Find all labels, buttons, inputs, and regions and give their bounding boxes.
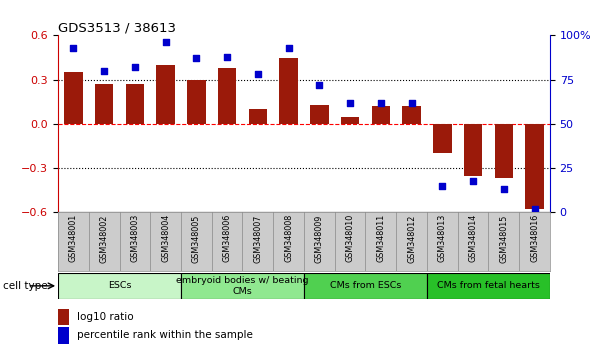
Bar: [126, 84, 144, 124]
Point: [376, 100, 386, 105]
Text: GSM348003: GSM348003: [130, 214, 139, 262]
Text: GDS3513 / 38613: GDS3513 / 38613: [58, 21, 176, 34]
Text: CMs from ESCs: CMs from ESCs: [330, 281, 401, 290]
Bar: [433, 124, 452, 153]
Text: GSM348011: GSM348011: [376, 214, 386, 262]
Text: GSM348015: GSM348015: [499, 214, 508, 263]
Text: GSM348004: GSM348004: [161, 214, 170, 262]
Bar: [341, 116, 359, 124]
Text: GSM348007: GSM348007: [254, 214, 262, 263]
Point: [499, 187, 509, 192]
Point: [468, 178, 478, 183]
Point: [253, 72, 263, 77]
Bar: [402, 106, 421, 124]
Bar: [58, 309, 69, 325]
Bar: [64, 72, 82, 124]
Text: cell type: cell type: [3, 281, 48, 291]
Text: GSM348005: GSM348005: [192, 214, 201, 263]
Text: CMs from fetal hearts: CMs from fetal hearts: [437, 281, 540, 290]
Bar: [494, 124, 513, 178]
Point: [99, 68, 109, 74]
Text: GSM348010: GSM348010: [346, 214, 354, 262]
Text: GSM348002: GSM348002: [100, 214, 109, 263]
Point: [530, 206, 540, 212]
Text: GSM348006: GSM348006: [222, 214, 232, 262]
Text: GSM348016: GSM348016: [530, 214, 539, 262]
Text: GSM348013: GSM348013: [438, 214, 447, 262]
Text: log10 ratio: log10 ratio: [77, 312, 133, 322]
Point: [437, 183, 447, 189]
Bar: [310, 105, 329, 124]
Point: [345, 100, 355, 105]
Bar: [58, 273, 181, 299]
Point: [68, 45, 78, 51]
Bar: [249, 109, 267, 124]
Point: [130, 64, 140, 70]
Point: [161, 40, 170, 45]
Bar: [525, 124, 544, 210]
Bar: [218, 68, 236, 124]
Bar: [156, 65, 175, 124]
Bar: [95, 84, 114, 124]
Text: GSM348008: GSM348008: [284, 214, 293, 262]
Point: [222, 54, 232, 59]
Bar: [58, 327, 69, 343]
Point: [407, 100, 417, 105]
Text: embryoid bodies w/ beating
CMs: embryoid bodies w/ beating CMs: [176, 276, 309, 296]
Text: percentile rank within the sample: percentile rank within the sample: [77, 330, 252, 341]
Point: [191, 56, 201, 61]
Point: [315, 82, 324, 88]
Bar: [304, 273, 427, 299]
Point: [284, 45, 293, 51]
Bar: [427, 273, 550, 299]
Text: GSM348001: GSM348001: [69, 214, 78, 262]
Bar: [181, 273, 304, 299]
Bar: [279, 57, 298, 124]
Text: GSM348012: GSM348012: [407, 214, 416, 263]
Text: GSM348009: GSM348009: [315, 214, 324, 263]
Bar: [371, 106, 390, 124]
Text: ESCs: ESCs: [108, 281, 131, 290]
Text: GSM348014: GSM348014: [469, 214, 478, 262]
Bar: [187, 80, 205, 124]
Bar: [464, 124, 482, 176]
